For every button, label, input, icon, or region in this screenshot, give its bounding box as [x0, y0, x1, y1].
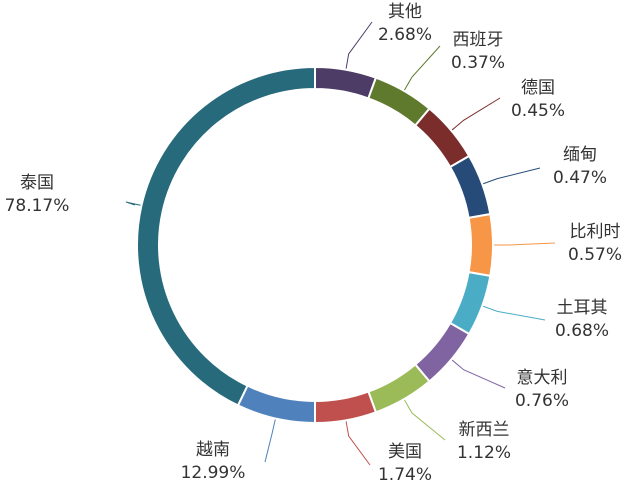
- label-value: 12.99%: [181, 463, 246, 483]
- leader-line: [345, 421, 371, 466]
- donut-slice: [314, 65, 378, 100]
- leader-line: [451, 97, 501, 131]
- label-value: 1.74%: [378, 465, 432, 485]
- label-name: 比利时: [570, 222, 621, 242]
- donut-slice: [448, 270, 492, 336]
- label-value: 78.17%: [5, 196, 70, 216]
- leader-line: [345, 21, 373, 69]
- leader-line: [483, 167, 541, 185]
- label-name: 泰国: [20, 173, 54, 193]
- donut-slice: [236, 384, 316, 425]
- donut-slice: [413, 107, 471, 169]
- leader-line: [264, 419, 276, 463]
- donut-slice: [367, 363, 431, 414]
- leader-line: [451, 359, 506, 389]
- label-name: 其他: [388, 2, 422, 22]
- donut-slice: [467, 212, 494, 278]
- donut-slice: [136, 65, 316, 407]
- label-name: 土耳其: [557, 298, 608, 318]
- label-name: 越南: [196, 440, 230, 460]
- label-value: 0.68%: [555, 321, 609, 341]
- leader-line: [483, 305, 546, 321]
- label-value: 0.57%: [568, 245, 622, 265]
- leader-line: [404, 45, 441, 91]
- label-value: 2.68%: [378, 25, 432, 45]
- label-value: 1.12%: [457, 443, 511, 463]
- leader-line: [125, 201, 141, 206]
- donut-slice: [448, 154, 492, 220]
- label-value: 0.45%: [511, 101, 565, 121]
- label-value: 0.76%: [515, 391, 569, 411]
- label-value: 0.37%: [451, 53, 505, 73]
- label-name: 意大利: [517, 368, 568, 388]
- leader-line: [404, 399, 446, 441]
- label-name: 德国: [521, 78, 555, 98]
- label-value: 0.47%: [553, 168, 607, 188]
- leader-line: [494, 242, 556, 246]
- label-name: 西班牙: [453, 30, 504, 50]
- label-name: 美国: [388, 442, 422, 462]
- donut-slice: [314, 390, 378, 425]
- label-name: 新西兰: [459, 420, 510, 440]
- label-name: 缅甸: [563, 145, 597, 165]
